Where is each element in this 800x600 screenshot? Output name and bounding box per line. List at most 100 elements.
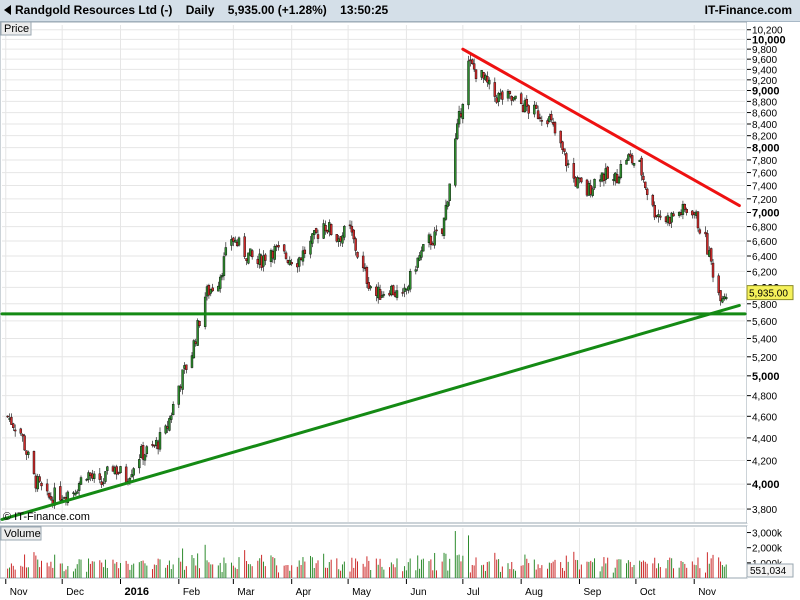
candle-body xyxy=(309,240,312,255)
candle xyxy=(471,58,474,65)
candle xyxy=(354,236,357,256)
date-tick-label: Jul xyxy=(467,587,480,598)
candle-body xyxy=(38,476,41,482)
price-tick-label: 5,800 xyxy=(752,300,777,311)
price-tick-label: 7,200 xyxy=(752,195,777,206)
candle xyxy=(617,175,621,185)
candle xyxy=(356,251,359,260)
candle-body xyxy=(685,208,688,213)
time-label: 13:50:25 xyxy=(340,3,389,17)
candle xyxy=(352,228,355,244)
candle-body xyxy=(151,444,154,446)
candle-body xyxy=(350,225,354,233)
instrument-name: Randgold Resources Ltd (-) xyxy=(15,3,173,17)
candle-body xyxy=(196,320,199,346)
candle-body xyxy=(454,138,457,186)
candle xyxy=(47,491,51,500)
price-tick-label: 3,800 xyxy=(752,505,777,516)
candle-body xyxy=(408,271,412,290)
candle xyxy=(282,244,286,254)
candle xyxy=(559,130,562,148)
candle xyxy=(501,90,504,105)
candle-body xyxy=(378,289,382,300)
candle-body xyxy=(343,225,346,238)
candle-body xyxy=(486,76,489,83)
candle-body xyxy=(356,251,359,258)
candle-body xyxy=(124,466,128,483)
candle-body xyxy=(59,486,62,501)
candle xyxy=(314,227,318,234)
candle xyxy=(719,290,722,306)
candle xyxy=(145,444,149,458)
candle xyxy=(341,232,344,248)
candle xyxy=(250,249,254,260)
price-tick-label: 9,200 xyxy=(752,76,777,87)
candle-body xyxy=(282,244,286,252)
collapse-arrow-icon[interactable] xyxy=(4,4,11,15)
candle xyxy=(591,186,594,198)
candle-body xyxy=(553,122,557,134)
candle xyxy=(79,475,83,485)
candle xyxy=(247,252,250,265)
candle-body xyxy=(12,423,15,428)
candle xyxy=(141,441,145,466)
candle xyxy=(77,481,81,497)
candle-body xyxy=(230,239,233,246)
candle xyxy=(572,157,576,183)
candle xyxy=(653,201,656,221)
candle xyxy=(538,113,542,122)
candle-body xyxy=(508,91,512,95)
price-tick-label: 7,600 xyxy=(752,169,777,180)
candle xyxy=(32,450,36,476)
candle-body xyxy=(143,454,147,461)
candle-body xyxy=(106,466,109,471)
candle-body xyxy=(66,491,70,503)
candle-body xyxy=(335,234,339,242)
candle-body xyxy=(561,141,564,151)
candle-body xyxy=(132,468,135,476)
candle-body xyxy=(76,491,79,494)
price-pane-label: Price xyxy=(4,23,29,35)
price-tick-label: 7,800 xyxy=(752,156,777,167)
candle-body xyxy=(538,117,542,120)
price-tick-label: 6,800 xyxy=(752,223,777,234)
candle xyxy=(220,272,224,281)
candle-body xyxy=(138,459,141,469)
candle xyxy=(630,152,634,166)
candle xyxy=(36,473,39,492)
candle-body xyxy=(546,120,549,125)
candle-body xyxy=(670,212,673,223)
candle-body xyxy=(311,233,314,244)
price-tick-label: 5,000 xyxy=(752,371,780,383)
watermark: © IT-Finance.com xyxy=(3,511,90,523)
candle xyxy=(378,284,382,300)
trendline-support-rising xyxy=(0,303,741,521)
candle-body xyxy=(141,445,145,460)
candle xyxy=(640,155,643,181)
candle-body xyxy=(642,175,645,181)
candle-body xyxy=(211,287,214,292)
candle xyxy=(685,207,688,216)
price-tick-label: 6,600 xyxy=(752,237,777,248)
candle xyxy=(645,187,649,201)
candle-body xyxy=(115,466,118,475)
candle xyxy=(117,471,120,476)
candle xyxy=(724,293,728,301)
candle-body xyxy=(525,99,529,107)
candle xyxy=(420,246,423,261)
candle xyxy=(92,471,96,483)
candle-body xyxy=(145,446,149,454)
candle xyxy=(536,105,540,120)
price-tick-label: 4,600 xyxy=(752,412,777,423)
trendline-resistance xyxy=(461,47,741,208)
candle xyxy=(177,385,181,409)
candle-body xyxy=(85,479,88,481)
candle xyxy=(721,295,724,304)
candle xyxy=(348,220,352,230)
candle-body xyxy=(632,162,636,166)
candle-body xyxy=(683,203,687,210)
candle xyxy=(486,71,489,87)
candle xyxy=(170,412,173,423)
candle-body xyxy=(527,105,530,114)
